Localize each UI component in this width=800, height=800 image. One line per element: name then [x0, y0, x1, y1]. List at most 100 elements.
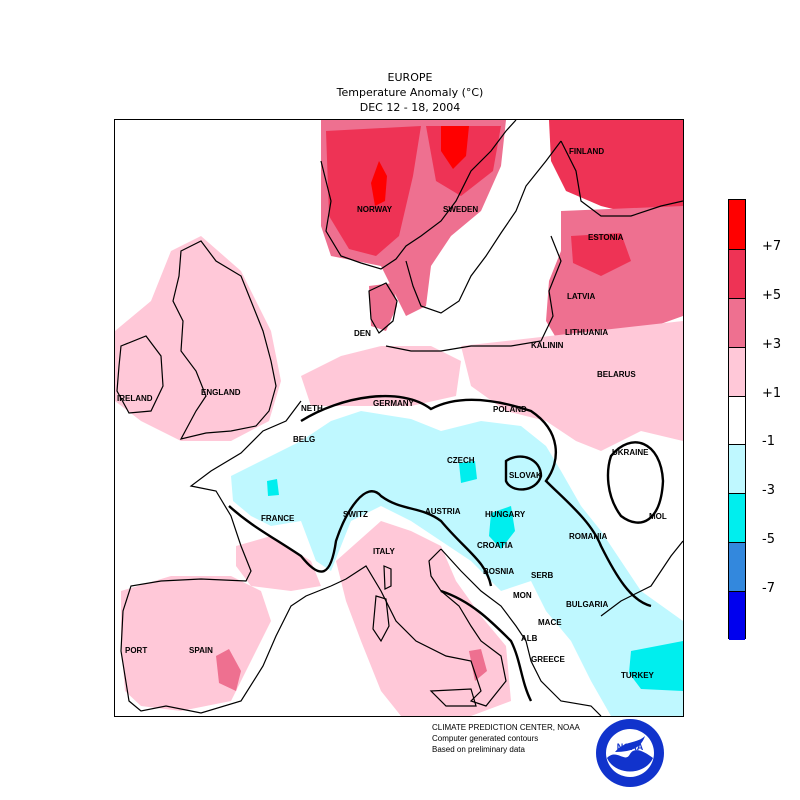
credit-method: Computer generated contours [432, 734, 539, 743]
coastline-great-britain [172, 240, 277, 440]
anomaly-area-hungary-cold [489, 506, 515, 549]
label-bosnia: BOSNIA [483, 567, 514, 576]
noaa-logo: NOAA [596, 719, 664, 787]
credit-agency: CLIMATE PREDICTION CENTER, NOAA [432, 723, 580, 732]
label-czech: CZECH [447, 456, 475, 465]
coastline-sardinia [372, 595, 390, 643]
anomaly-area-czech-cold [459, 461, 477, 483]
anomaly-area-south-france [236, 536, 321, 591]
label-alb: ALB [521, 634, 538, 643]
label-kaliningrad: KALININ [531, 341, 564, 350]
label-romania: ROMANIA [569, 532, 607, 541]
label-austria: AUSTRIA [425, 507, 461, 516]
label-ireland: IRELAND [117, 394, 153, 403]
anomaly-legend [728, 199, 746, 640]
legend-swatch [729, 542, 745, 592]
label-den: DEN [354, 329, 371, 338]
contour-ukraine-cold [606, 441, 665, 524]
coastline-baltics [385, 235, 562, 352]
anomaly-area-max-norway [371, 161, 387, 206]
coastline-norway [320, 120, 517, 270]
contour-zero-north [300, 394, 652, 608]
label-lithuania: LITHUANIA [565, 328, 608, 337]
anomaly-area-british-isles [115, 236, 281, 441]
country-labels: NORWAY SWEDEN FINLAND ESTONIA LATVIA LIT… [117, 147, 667, 680]
label-belarus: BELARUS [597, 370, 636, 379]
anomaly-area-north-germany [301, 346, 461, 406]
label-estonia: ESTONIA [588, 233, 624, 242]
coastline-sicily [429, 688, 477, 707]
label-spain: SPAIN [189, 646, 213, 655]
label-latvia: LATVIA [567, 292, 596, 301]
label-mon: MON [513, 591, 532, 600]
anomaly-area-denmark [369, 283, 397, 331]
map-panel: NORWAY SWEDEN FINLAND ESTONIA LATVIA LIT… [114, 119, 684, 717]
coastline-corsica [383, 565, 392, 590]
contour-zero-alps [228, 490, 493, 587]
label-serb: SERB [531, 571, 553, 580]
credit-block: CLIMATE PREDICTION CENTER, NOAA Computer… [432, 722, 580, 755]
label-poland: POLAND [493, 405, 527, 414]
legend-label: -7 [762, 581, 775, 597]
legend-label: -5 [762, 532, 775, 548]
title-region: EUROPE [387, 71, 433, 84]
label-ukraine: UKRAINE [612, 448, 649, 457]
label-finland: FINLAND [569, 147, 604, 156]
label-england: ENGLAND [201, 388, 241, 397]
label-mol: MOL [649, 512, 667, 521]
label-mace: MACE [538, 618, 562, 627]
label-belg: BELG [293, 435, 315, 444]
label-slovak: SLOVAK [509, 471, 542, 480]
label-greece: GREECE [531, 655, 565, 664]
coastline-black-sea [600, 540, 683, 617]
coastline-ireland [116, 335, 164, 414]
noaa-logo-text: NOAA [617, 742, 644, 752]
contour-balkans [440, 589, 533, 702]
contour-slovakia-cold [504, 455, 543, 491]
label-italy: ITALY [373, 547, 395, 556]
label-hungary: HUNGARY [485, 510, 526, 519]
legend-swatch [729, 444, 745, 494]
label-norway: NORWAY [357, 205, 393, 214]
label-switz: SWITZ [343, 510, 368, 519]
legend-swatch [729, 297, 745, 347]
coastline-adriatic-east [440, 548, 602, 716]
anomaly-area-calabria-warm [469, 649, 487, 681]
legend-swatch [729, 248, 745, 298]
label-sweden: SWEDEN [443, 205, 478, 214]
anomaly-area-iberia [121, 576, 271, 711]
title-variable: Temperature Anomaly (°C) [336, 86, 484, 99]
label-bulgaria: BULGARIA [566, 600, 608, 609]
legend-label: +5 [762, 287, 782, 303]
legend-label: +7 [762, 238, 782, 254]
label-neth: NETH [301, 404, 323, 413]
anomaly-area-france-cold [267, 479, 279, 496]
anomaly-area-spain-warm [216, 649, 241, 691]
label-turkey: TURKEY [621, 671, 655, 680]
legend-swatch [729, 346, 745, 396]
legend-label: -1 [762, 434, 775, 450]
anomaly-area-turkey-cold [629, 641, 683, 691]
anomaly-fill [115, 120, 683, 716]
legend-swatch [729, 200, 745, 249]
anomaly-area-finland [549, 120, 683, 216]
anomaly-area-central-cool [231, 411, 683, 716]
anomaly-area-max-sweden [441, 126, 469, 169]
anomaly-area-italy [336, 521, 511, 716]
label-port: PORT [125, 646, 147, 655]
coastline-continent-west [120, 400, 332, 714]
map-title: EUROPE Temperature Anomaly (°C) DEC 12 -… [300, 70, 520, 115]
legend-swatch [729, 591, 745, 640]
coastline-finland [560, 140, 683, 217]
legend-label: +1 [762, 385, 782, 401]
coastline-denmark [368, 282, 398, 334]
anomaly-contours [228, 394, 665, 702]
credit-data-note: Based on preliminary data [432, 745, 525, 754]
label-croatia: CROATIA [477, 541, 513, 550]
anomaly-area-estonia-warm [571, 233, 631, 276]
label-france: FRANCE [261, 514, 295, 523]
legend-label: -3 [762, 483, 775, 499]
coastlines [116, 120, 683, 716]
label-germany: GERMANY [373, 399, 415, 408]
legend-label: +3 [762, 336, 782, 352]
